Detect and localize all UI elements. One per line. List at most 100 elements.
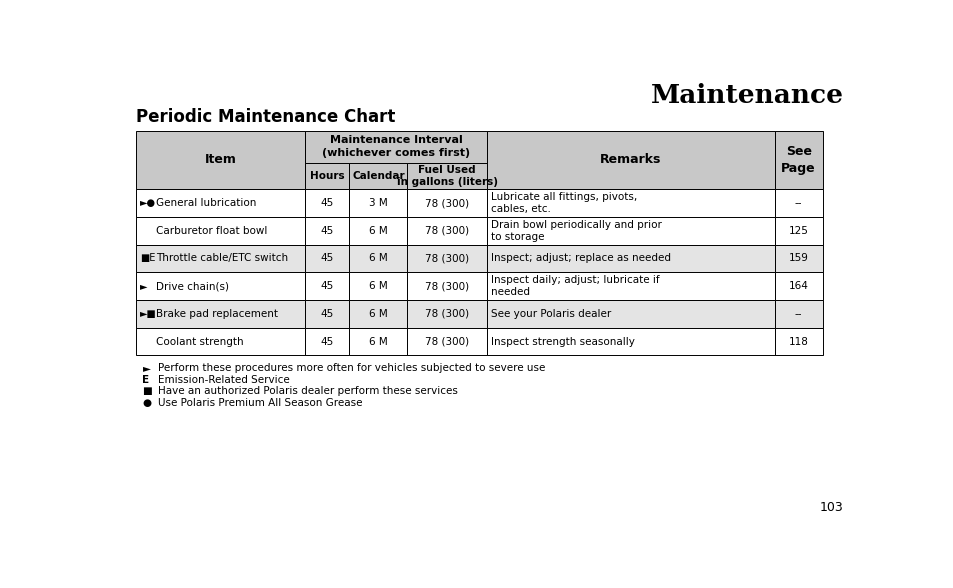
Bar	[407, 217, 486, 245]
Text: 45: 45	[320, 336, 334, 346]
Bar	[407, 272, 486, 300]
Bar	[774, 189, 821, 217]
Bar	[407, 328, 486, 356]
Bar	[407, 300, 486, 328]
Text: Drain bowl periodically and prior
to storage: Drain bowl periodically and prior to sto…	[491, 219, 661, 242]
Text: 78 (300): 78 (300)	[425, 226, 469, 236]
Bar	[349, 300, 407, 328]
Text: General lubrication: General lubrication	[156, 198, 256, 208]
Text: Brake pad replacement: Brake pad replacement	[156, 309, 278, 319]
Bar	[136, 245, 305, 272]
Text: 159: 159	[788, 253, 808, 263]
Text: 125: 125	[788, 226, 808, 236]
Text: See your Polaris dealer: See your Polaris dealer	[491, 309, 611, 319]
Text: 118: 118	[788, 336, 808, 346]
Text: Use Polaris Premium All Season Grease: Use Polaris Premium All Season Grease	[158, 398, 362, 408]
Text: Hours: Hours	[310, 171, 344, 181]
Text: Maintenance: Maintenance	[650, 83, 843, 108]
Text: ►●: ►●	[140, 198, 156, 208]
Text: 6 M: 6 M	[369, 309, 387, 319]
Text: Remarks: Remarks	[599, 153, 660, 166]
Text: 78 (300): 78 (300)	[425, 309, 469, 319]
Text: E: E	[142, 375, 150, 385]
Bar	[486, 300, 774, 328]
Bar	[774, 272, 821, 300]
Text: 103: 103	[820, 501, 843, 514]
Text: Item: Item	[205, 153, 236, 166]
Bar	[774, 131, 821, 189]
Bar	[136, 272, 305, 300]
Text: 45: 45	[320, 309, 334, 319]
Bar	[136, 300, 305, 328]
Text: Fuel Used
in gallons (liters): Fuel Used in gallons (liters)	[396, 165, 497, 187]
Text: 3 M: 3 M	[369, 198, 387, 208]
Text: Inspect strength seasonally: Inspect strength seasonally	[491, 336, 634, 346]
Bar	[486, 189, 774, 217]
Text: ►■: ►■	[140, 309, 156, 319]
Bar	[136, 131, 305, 189]
Text: Calendar: Calendar	[352, 171, 404, 181]
Text: 45: 45	[320, 281, 334, 291]
Text: Inspect; adjust; replace as needed: Inspect; adjust; replace as needed	[491, 253, 670, 263]
Text: Emission-Related Service: Emission-Related Service	[158, 375, 290, 385]
Bar	[349, 189, 407, 217]
Bar	[774, 245, 821, 272]
Text: --: --	[794, 198, 801, 208]
Text: Throttle cable/ETC switch: Throttle cable/ETC switch	[156, 253, 288, 263]
Bar	[486, 245, 774, 272]
Bar	[774, 300, 821, 328]
Bar	[349, 245, 407, 272]
Text: ►: ►	[142, 363, 151, 373]
Text: Coolant strength: Coolant strength	[156, 336, 244, 346]
Bar	[305, 131, 486, 163]
Bar	[305, 328, 349, 356]
Text: ■E: ■E	[140, 253, 155, 263]
Text: Lubricate all fittings, pivots,
cables, etc.: Lubricate all fittings, pivots, cables, …	[491, 192, 637, 214]
Bar	[407, 189, 486, 217]
Text: ■: ■	[142, 386, 152, 396]
Text: 6 M: 6 M	[369, 336, 387, 346]
Text: 45: 45	[320, 226, 334, 236]
Text: 78 (300): 78 (300)	[425, 198, 469, 208]
Bar	[486, 272, 774, 300]
Bar	[774, 217, 821, 245]
Text: 45: 45	[320, 253, 334, 263]
Text: 6 M: 6 M	[369, 281, 387, 291]
Bar	[486, 217, 774, 245]
Bar	[407, 245, 486, 272]
Bar	[305, 163, 349, 189]
Bar	[349, 272, 407, 300]
Text: Drive chain(s): Drive chain(s)	[156, 281, 230, 291]
Text: Maintenance Interval
(whichever comes first): Maintenance Interval (whichever comes fi…	[322, 135, 470, 158]
Bar	[486, 328, 774, 356]
Bar	[305, 217, 349, 245]
Text: 164: 164	[788, 281, 808, 291]
Text: 78 (300): 78 (300)	[425, 336, 469, 346]
Bar	[305, 272, 349, 300]
Text: --: --	[794, 309, 801, 319]
Text: ►: ►	[140, 281, 148, 291]
Text: 6 M: 6 M	[369, 253, 387, 263]
Bar	[136, 189, 305, 217]
Text: Carburetor float bowl: Carburetor float bowl	[156, 226, 268, 236]
Text: Inspect daily; adjust; lubricate if
needed: Inspect daily; adjust; lubricate if need…	[491, 275, 659, 298]
Text: Periodic Maintenance Chart: Periodic Maintenance Chart	[136, 108, 395, 125]
Bar	[305, 300, 349, 328]
Text: See
Page: See Page	[781, 145, 815, 175]
Bar	[349, 217, 407, 245]
Text: 45: 45	[320, 198, 334, 208]
Bar	[136, 217, 305, 245]
Text: 6 M: 6 M	[369, 226, 387, 236]
Bar	[136, 328, 305, 356]
Text: Perform these procedures more often for vehicles subjected to severe use: Perform these procedures more often for …	[158, 363, 545, 373]
Bar	[407, 163, 486, 189]
Bar	[305, 189, 349, 217]
Bar	[305, 245, 349, 272]
Text: Have an authorized Polaris dealer perform these services: Have an authorized Polaris dealer perfor…	[158, 386, 457, 396]
Bar	[486, 131, 774, 189]
Text: ●: ●	[142, 398, 152, 408]
Bar	[774, 328, 821, 356]
Bar	[349, 328, 407, 356]
Text: 78 (300): 78 (300)	[425, 281, 469, 291]
Bar	[349, 163, 407, 189]
